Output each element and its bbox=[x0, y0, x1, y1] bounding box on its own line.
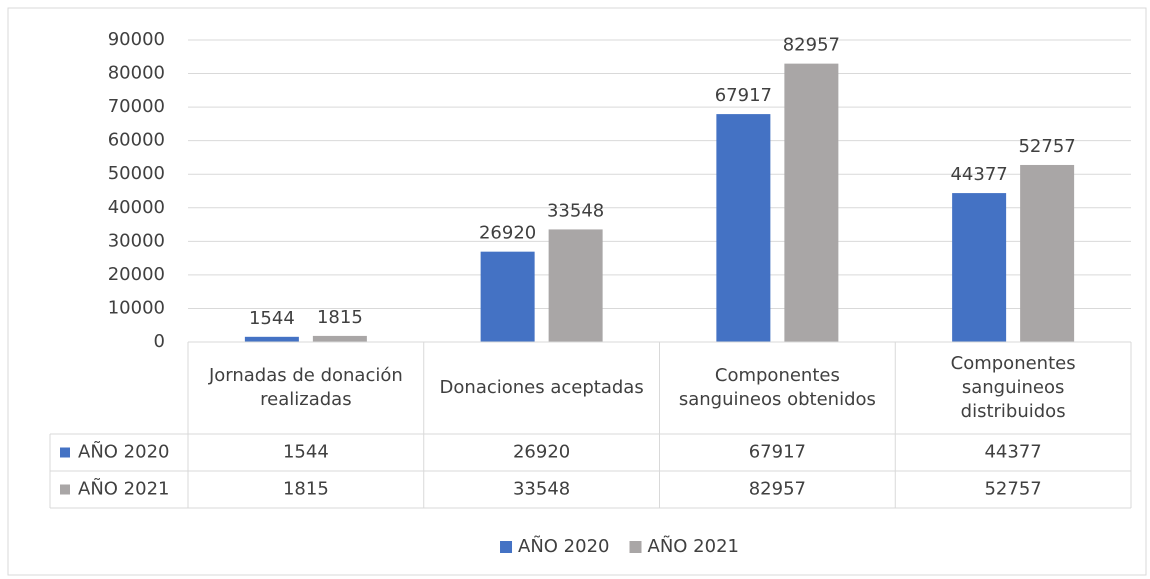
data-label: 33548 bbox=[547, 200, 604, 221]
data-label: 67917 bbox=[715, 85, 772, 106]
table-value: 82957 bbox=[749, 479, 806, 500]
category-cell: Donaciones aceptadas bbox=[439, 377, 644, 398]
table-value: 1815 bbox=[283, 479, 329, 500]
table-value: 33548 bbox=[513, 479, 570, 500]
y-tick-label: 70000 bbox=[108, 96, 165, 117]
legend-label: AÑO 2020 bbox=[518, 535, 609, 557]
legend-key bbox=[60, 447, 70, 458]
x-tick-label: Jornadas de donación realizadas bbox=[208, 365, 403, 410]
bar bbox=[548, 229, 603, 342]
y-tick-label: 90000 bbox=[108, 29, 165, 50]
table-value: 44377 bbox=[984, 442, 1041, 463]
legend-item: AÑO 2021 bbox=[629, 535, 739, 557]
y-tick-label: 10000 bbox=[108, 297, 165, 318]
y-tick-label: 50000 bbox=[108, 163, 165, 184]
bar bbox=[244, 336, 299, 342]
data-label: 44377 bbox=[950, 164, 1007, 185]
table-value: 1544 bbox=[283, 442, 329, 463]
category-cell: Componentes sanguineos distribuidos bbox=[950, 353, 1076, 422]
bar bbox=[1020, 164, 1075, 342]
series-name: AÑO 2021 bbox=[78, 478, 169, 500]
bar bbox=[952, 193, 1007, 342]
x-tick-label: Componentes sanguineos obtenidos bbox=[678, 365, 876, 410]
y-tick-label: 30000 bbox=[108, 230, 165, 251]
bar bbox=[480, 251, 535, 342]
legend-key bbox=[500, 541, 513, 553]
bar bbox=[716, 114, 771, 342]
y-tick-label: 20000 bbox=[108, 264, 165, 285]
legend-key bbox=[60, 484, 70, 495]
data-label: 26920 bbox=[479, 223, 536, 244]
data-label: 82957 bbox=[783, 35, 840, 56]
category-cell: Componentes sanguineos obtenidos bbox=[678, 365, 876, 410]
legend-key bbox=[629, 541, 642, 553]
table-value: 52757 bbox=[984, 479, 1041, 500]
data-label: 1815 bbox=[317, 307, 363, 328]
data-label: 52757 bbox=[1018, 136, 1075, 157]
data-label: 1544 bbox=[249, 308, 295, 329]
bar bbox=[784, 63, 839, 342]
y-tick-label: 0 bbox=[154, 331, 165, 352]
y-tick-label: 80000 bbox=[108, 63, 165, 84]
x-tick-label: Componentes sanguineos distribuidos bbox=[950, 353, 1076, 422]
series-name: AÑO 2020 bbox=[78, 441, 169, 463]
legend-item: AÑO 2020 bbox=[500, 535, 610, 557]
bar bbox=[312, 335, 367, 342]
table-value: 26920 bbox=[513, 442, 570, 463]
y-tick-label: 60000 bbox=[108, 130, 165, 151]
x-tick-label: Donaciones aceptadas bbox=[439, 377, 644, 398]
table-value: 67917 bbox=[749, 442, 806, 463]
y-tick-label: 40000 bbox=[108, 197, 165, 218]
legend-label: AÑO 2021 bbox=[648, 535, 739, 557]
category-cell: Jornadas de donación realizadas bbox=[208, 365, 403, 410]
